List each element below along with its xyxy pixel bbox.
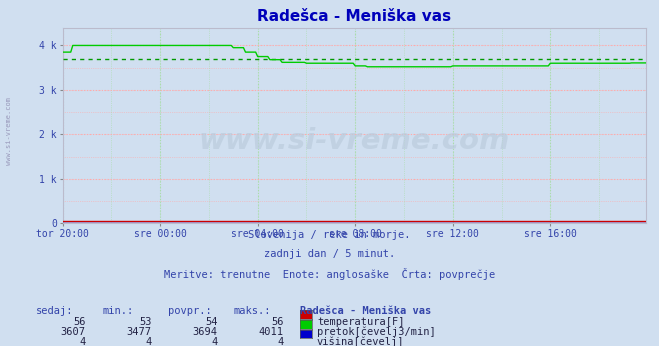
Text: 53: 53 <box>139 317 152 327</box>
Text: min.:: min.: <box>102 306 133 316</box>
Text: temperatura[F]: temperatura[F] <box>317 317 405 327</box>
Text: 56: 56 <box>73 317 86 327</box>
Text: 4: 4 <box>80 337 86 346</box>
Text: višina[čevelj]: višina[čevelj] <box>317 337 405 346</box>
Text: pretok[čevelj3/min]: pretok[čevelj3/min] <box>317 327 436 337</box>
Text: 4: 4 <box>212 337 217 346</box>
Text: povpr.:: povpr.: <box>168 306 212 316</box>
Text: 4: 4 <box>146 337 152 346</box>
Text: 56: 56 <box>271 317 283 327</box>
Text: 4011: 4011 <box>258 327 283 337</box>
Text: maks.:: maks.: <box>234 306 272 316</box>
Text: Slovenija / reke in morje.: Slovenija / reke in morje. <box>248 230 411 240</box>
Text: zadnji dan / 5 minut.: zadnji dan / 5 minut. <box>264 249 395 259</box>
Text: Meritve: trenutne  Enote: anglosaške  Črta: povprečje: Meritve: trenutne Enote: anglosaške Črta… <box>164 268 495 280</box>
Text: 54: 54 <box>205 317 217 327</box>
Text: 3607: 3607 <box>61 327 86 337</box>
Title: Radešca - Meniška vas: Radešca - Meniška vas <box>257 9 451 24</box>
Text: www.si-vreme.com: www.si-vreme.com <box>198 127 510 155</box>
Text: sedaj:: sedaj: <box>36 306 74 316</box>
Text: 3694: 3694 <box>192 327 217 337</box>
Text: 4: 4 <box>277 337 283 346</box>
Text: 3477: 3477 <box>127 327 152 337</box>
Text: Radešca - Meniška vas: Radešca - Meniška vas <box>300 306 431 316</box>
Text: www.si-vreme.com: www.si-vreme.com <box>5 98 12 165</box>
